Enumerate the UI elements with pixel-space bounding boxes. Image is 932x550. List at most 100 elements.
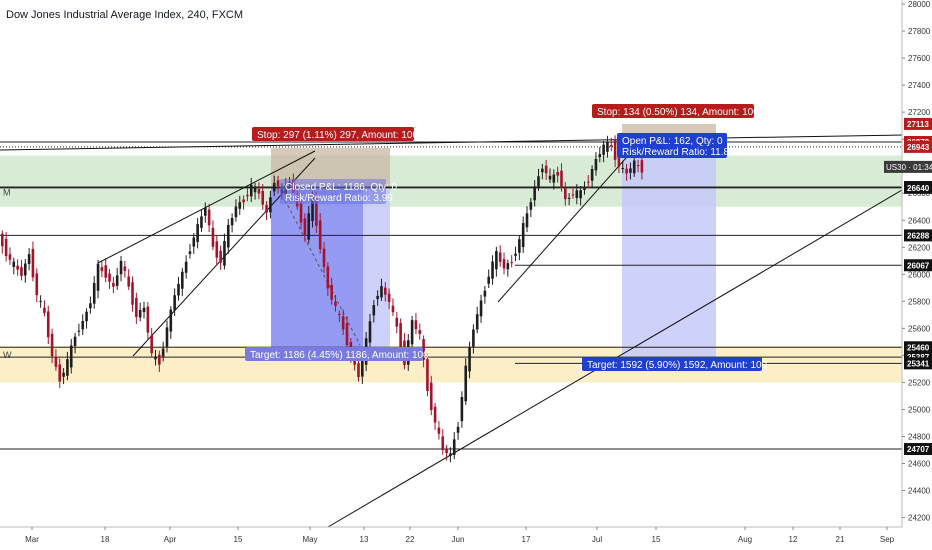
candle-body — [112, 282, 115, 287]
y-tick-label-5: 25200 — [908, 378, 931, 387]
price-label-bg-7 — [904, 341, 932, 354]
target-label-1-text-0: Target: 1186 (4.45%) 1186, Amount: 100 — [250, 350, 429, 361]
candle-body — [50, 333, 54, 357]
candle-body — [12, 261, 16, 267]
candle-body — [169, 309, 173, 332]
x-tick-label-6: 22 — [406, 535, 415, 544]
candle-body — [322, 248, 326, 267]
candle-body — [613, 139, 617, 160]
candle-body — [261, 190, 265, 205]
candle-body — [525, 213, 529, 228]
candle-body — [433, 406, 437, 423]
candle-body — [491, 261, 494, 279]
candle-body — [387, 293, 391, 302]
y-tick-label-3: 24800 — [908, 432, 931, 441]
target-label-2-bg — [582, 357, 762, 371]
info-label-2-text-1: Risk/Reward Ratio: 11.88 — [622, 147, 735, 158]
price-label-bg-9 — [904, 357, 932, 370]
candle-body — [384, 287, 387, 295]
candle-body — [391, 305, 395, 313]
candle-body — [161, 348, 165, 357]
candle-body — [560, 170, 563, 188]
candle-body — [533, 186, 536, 201]
current-price-bg — [884, 160, 932, 173]
candle-body — [399, 323, 402, 349]
price-label-4: 26640 — [907, 184, 930, 193]
candle-body — [146, 306, 150, 333]
candle-body — [495, 251, 498, 270]
candle-body — [188, 251, 192, 255]
candle-body — [315, 196, 318, 226]
candle-body — [537, 176, 540, 187]
candle-body — [429, 382, 433, 410]
price-axis-bg — [902, 0, 932, 550]
candle-body — [410, 320, 414, 345]
candle-body — [548, 175, 552, 180]
candle-body — [257, 189, 261, 194]
candle-body — [556, 171, 559, 176]
zone-label-0: M — [3, 187, 11, 197]
candle-body — [192, 237, 196, 247]
candle-body — [487, 276, 491, 284]
candle-body — [234, 206, 238, 218]
candle-body — [564, 187, 567, 200]
target-label-2: Target: 1592 (5.90%) 1592, Amount: 100 — [582, 357, 768, 371]
y-tick-label-1: 24400 — [908, 487, 931, 496]
x-tick-label-7: Jun — [452, 535, 465, 544]
candle-body — [483, 290, 487, 297]
candle-body — [200, 216, 203, 228]
x-tick-label-5: 13 — [360, 535, 369, 544]
info-label-2-bg — [617, 133, 727, 158]
info-label-2-text-0: Open P&L: 162, Qty: 0 — [622, 136, 723, 147]
candle-body — [92, 283, 96, 304]
info-label-1-text-1: Risk/Reward Ratio: 3.99 — [285, 193, 393, 204]
candle-body — [529, 202, 533, 210]
candle-body — [46, 311, 50, 338]
candle-body — [39, 300, 42, 302]
y-tick-label-9: 26000 — [908, 270, 931, 279]
candle-body — [35, 273, 39, 296]
candle-body — [426, 359, 429, 391]
target-zone-1 — [622, 142, 716, 358]
candle-body — [449, 453, 452, 456]
candle-body — [368, 321, 372, 343]
candle-body — [307, 213, 310, 240]
candle-body — [242, 199, 245, 203]
target-label-2-text-0: Target: 1592 (5.90%) 1592, Amount: 100 — [587, 360, 768, 371]
target-label-1: Target: 1186 (4.45%) 1186, Amount: 100 — [245, 347, 429, 361]
candle-body — [181, 271, 184, 289]
stop-label-2-text-0: Stop: 134 (0.50%) 134, Amount: 100 — [597, 107, 759, 118]
candle-body — [127, 276, 130, 287]
candle-body — [326, 266, 330, 289]
candle-body — [230, 217, 234, 226]
candle-body — [594, 158, 598, 171]
candle-body — [456, 426, 460, 433]
price-label-bg-4 — [904, 181, 932, 194]
candle-body — [418, 330, 422, 335]
candle-body — [380, 286, 383, 298]
candle-body — [150, 335, 153, 354]
candle-body — [441, 436, 445, 450]
target-label-1-bg — [245, 347, 423, 361]
stop-label-1-text-0: Stop: 297 (1.11%) 297, Amount: 100 — [257, 130, 418, 141]
candle-body — [602, 144, 605, 155]
candle-body — [85, 311, 88, 322]
candle-body — [395, 317, 399, 327]
candle-body — [265, 204, 268, 213]
candle-body — [621, 167, 625, 169]
candle-body — [246, 194, 249, 197]
candle-body — [640, 160, 644, 173]
candle-body — [544, 165, 548, 174]
candle-body — [269, 197, 272, 213]
candle-body — [16, 265, 19, 270]
candle-body — [108, 273, 111, 282]
candle-body — [372, 305, 376, 316]
candle-body — [31, 248, 35, 278]
candle-body — [357, 363, 360, 378]
x-tick-label-8: 17 — [522, 535, 531, 544]
candle-body — [575, 190, 579, 198]
x-tick-label-12: 12 — [789, 535, 798, 544]
candle-body — [138, 309, 142, 318]
candle-body — [207, 209, 211, 226]
